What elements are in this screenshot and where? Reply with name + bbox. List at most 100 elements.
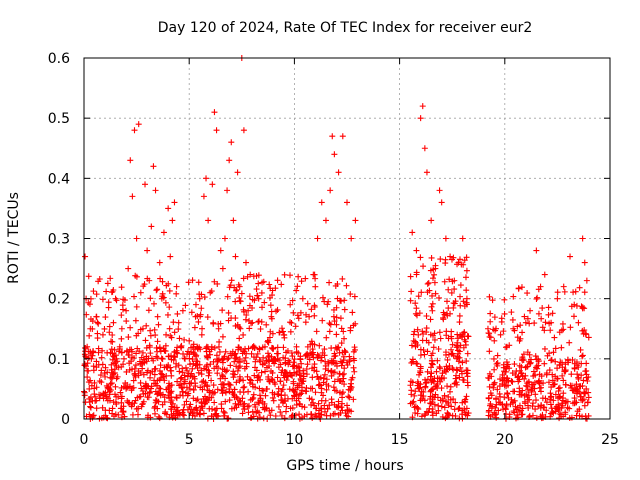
data-point (339, 371, 346, 378)
data-point (115, 364, 122, 371)
data-point (240, 275, 247, 282)
data-point (522, 319, 529, 326)
data-point (112, 383, 119, 390)
data-point (531, 320, 538, 327)
data-point (295, 315, 302, 322)
data-point (494, 360, 501, 367)
data-point (312, 283, 319, 290)
data-point (150, 163, 157, 170)
data-point (170, 319, 177, 326)
data-point (310, 271, 317, 278)
data-point (412, 310, 419, 317)
data-point (179, 365, 186, 372)
data-point (302, 275, 309, 282)
data-point (191, 375, 198, 382)
data-point (431, 330, 438, 337)
data-point (124, 384, 131, 391)
data-point (571, 387, 578, 394)
data-point (214, 370, 221, 377)
data-point (167, 390, 174, 397)
data-point (496, 390, 503, 397)
data-point (213, 410, 220, 417)
data-point (84, 360, 91, 367)
data-point (248, 350, 255, 357)
data-point (464, 350, 471, 357)
data-point (126, 352, 133, 359)
data-point (575, 364, 582, 371)
data-point (236, 397, 243, 404)
data-point (287, 328, 294, 335)
data-point (463, 267, 470, 274)
data-point (543, 399, 550, 406)
data-point (333, 331, 340, 338)
data-point (339, 389, 346, 396)
data-point (240, 389, 247, 396)
data-point (86, 385, 93, 392)
data-point (289, 363, 296, 370)
data-point (267, 328, 274, 335)
data-point (167, 332, 174, 339)
data-point (138, 354, 145, 361)
data-point (152, 332, 159, 339)
data-point (160, 373, 167, 380)
data-point (236, 297, 243, 304)
data-point (347, 324, 354, 331)
chart-title: Day 120 of 2024, Rate Of TEC Index for r… (158, 20, 533, 36)
data-point (350, 364, 357, 371)
data-point (167, 253, 174, 260)
data-point (347, 385, 354, 392)
data-point (254, 374, 261, 381)
data-point (533, 247, 540, 254)
data-point (350, 355, 357, 362)
data-point (348, 376, 355, 383)
data-point (194, 396, 201, 403)
data-point (457, 282, 464, 289)
data-point (459, 359, 466, 366)
data-point (154, 286, 161, 293)
data-point (417, 254, 424, 261)
data-point (415, 331, 422, 338)
data-point (189, 365, 196, 372)
data-point (111, 413, 117, 420)
data-point (312, 412, 319, 419)
data-point (329, 133, 336, 140)
data-point (106, 329, 113, 336)
data-point (84, 343, 91, 350)
data-point (239, 410, 246, 417)
data-point (127, 157, 134, 164)
data-point (159, 356, 166, 363)
data-point (293, 397, 300, 404)
data-point (429, 396, 436, 403)
data-point (279, 397, 286, 404)
data-point (312, 405, 319, 412)
data-point (106, 323, 113, 330)
data-point (219, 381, 226, 388)
data-point (504, 375, 511, 382)
data-point (542, 319, 549, 326)
data-point (209, 181, 216, 188)
data-point (463, 367, 470, 374)
data-point (507, 401, 514, 408)
data-point (486, 383, 493, 390)
data-point (568, 414, 575, 421)
data-point (519, 372, 526, 379)
data-point (410, 398, 417, 405)
data-point (547, 401, 554, 408)
data-point (225, 380, 232, 387)
data-point (153, 398, 160, 405)
data-point (459, 333, 466, 340)
data-point (315, 352, 322, 359)
data-point (444, 356, 451, 363)
data-point (330, 384, 337, 391)
data-point (110, 399, 117, 406)
data-point (344, 199, 350, 206)
data-point (541, 360, 548, 367)
data-point (211, 399, 218, 406)
data-point (250, 273, 257, 280)
data-point (139, 388, 146, 394)
data-point (487, 334, 494, 341)
data-point (346, 357, 353, 364)
data-point (539, 324, 546, 331)
data-point (217, 247, 224, 254)
